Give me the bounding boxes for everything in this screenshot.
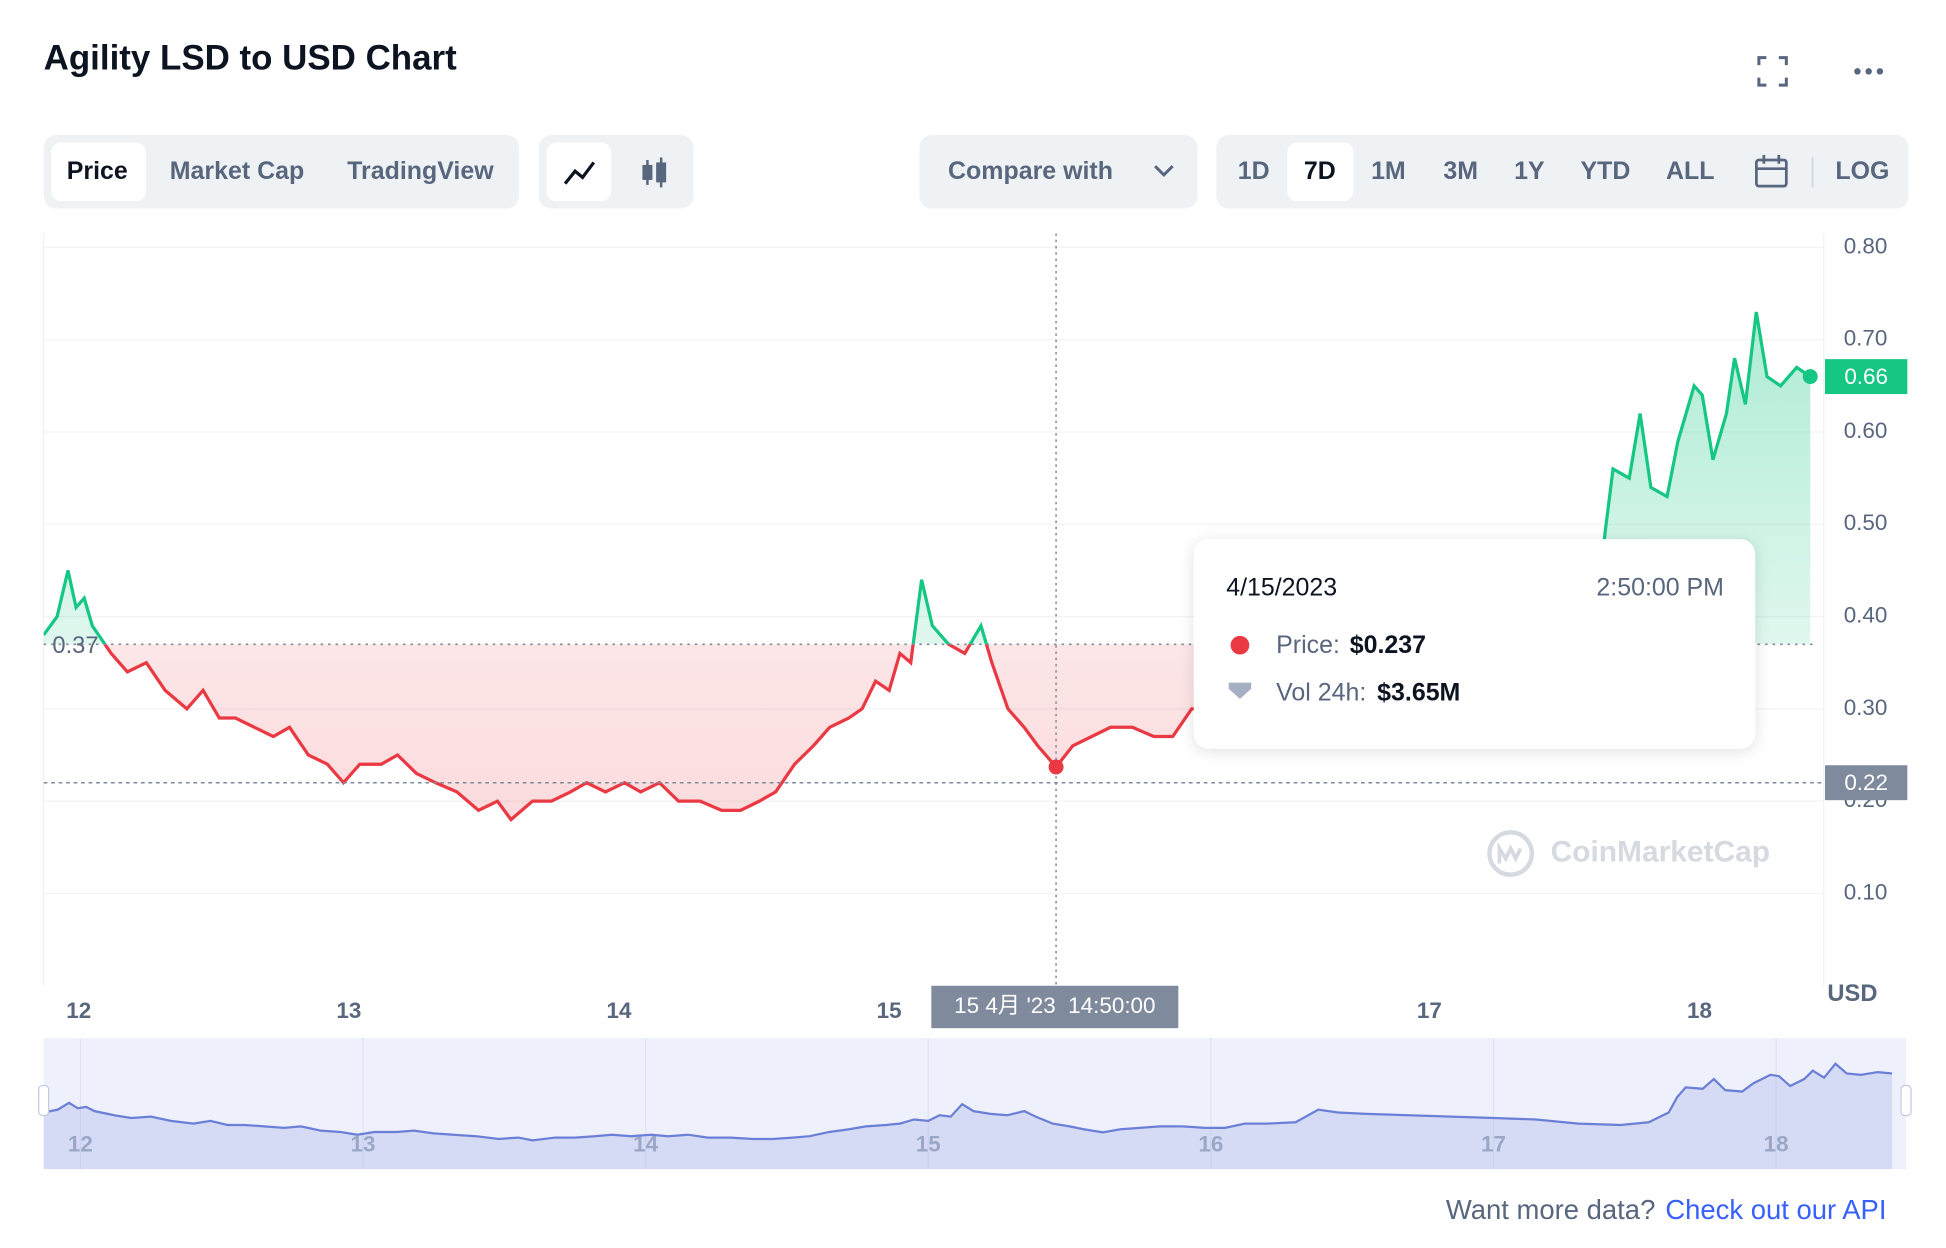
range-button[interactable]: 1M [1371, 157, 1406, 185]
y-tick-label: 0.40 [1844, 603, 1888, 628]
range-button[interactable]: 1D [1238, 157, 1270, 185]
crosshair-x-label: 15 4月 '23 14:50:00 [954, 993, 1155, 1018]
navigator-tick-label: 18 [1764, 1131, 1789, 1156]
tab-group [43, 135, 519, 209]
y-tick-label: 0.10 [1844, 879, 1888, 904]
navigator-tick-label: 16 [1198, 1131, 1223, 1156]
navigator-tick-label: 13 [351, 1131, 376, 1156]
range-button[interactable]: 3M [1443, 157, 1478, 185]
x-tick-label: 15 [877, 998, 902, 1023]
navigator-tick-label: 12 [68, 1131, 93, 1156]
watermark: CoinMarketCap [1487, 830, 1770, 877]
x-tick-label: 14 [607, 998, 632, 1023]
navigator-line [43, 1062, 1893, 1142]
tab-selected [51, 142, 146, 202]
candle-chart-button[interactable] [642, 157, 667, 188]
crosshair-x-tag [931, 985, 1179, 1029]
chart-title: Agility LSD to USD Chart [44, 38, 457, 77]
baseline-label: 0.37 [52, 633, 98, 659]
tooltip-time: 2:50:00 PM [1596, 574, 1724, 602]
footer-text: Want more data? [1446, 1194, 1655, 1225]
tab[interactable]: Price [67, 157, 128, 185]
navigator-tick-label: 17 [1481, 1131, 1506, 1156]
chart-type-selected [546, 142, 612, 202]
watermark-text: CoinMarketCap [1551, 835, 1770, 868]
tooltip-box [1193, 539, 1756, 749]
tooltip-price: $0.237 [1350, 631, 1426, 659]
y-tick-label: 0.70 [1844, 326, 1888, 351]
chevron [1154, 165, 1174, 178]
more-button[interactable] [1854, 68, 1884, 75]
log-button[interactable]: LOG [1835, 157, 1889, 185]
hover-point [1048, 759, 1064, 775]
range-group [1216, 135, 1909, 209]
volume-icon [1228, 682, 1252, 699]
compare-dropdown[interactable] [919, 135, 1198, 209]
tooltip-volume: $3.65M [1377, 678, 1460, 706]
range-button[interactable]: 1Y [1514, 157, 1545, 185]
crosshair-y-label: 0.22 [1844, 770, 1888, 795]
y-tick-label: 0.50 [1844, 510, 1888, 535]
range-button[interactable]: ALL [1666, 157, 1714, 185]
y-tick-label: 0.60 [1844, 418, 1888, 443]
last-price-tag [1824, 359, 1908, 395]
x-tick-label: 13 [336, 998, 361, 1023]
navigator-bg [43, 1038, 1907, 1170]
range-button[interactable]: YTD [1581, 157, 1631, 185]
y-tick-label: 0.80 [1844, 233, 1888, 258]
api-link[interactable]: Check out our API [1665, 1194, 1886, 1225]
last-point [1802, 369, 1818, 385]
compare-label: Compare with [948, 157, 1113, 185]
navigator-area [43, 1063, 1892, 1170]
navigator-handle[interactable] [38, 1084, 50, 1117]
crosshair-y-tag [1824, 765, 1908, 801]
tooltip-date: 4/15/2023 [1226, 574, 1337, 602]
x-tick-label: 12 [66, 998, 91, 1023]
navigator-handle[interactable] [1900, 1084, 1912, 1117]
range-selected [1287, 142, 1354, 202]
price-line-down [102, 644, 1596, 822]
tooltip-volume-label: Vol 24h: [1276, 678, 1366, 706]
x-tick-label: 17 [1417, 998, 1442, 1023]
y-unit: USD [1827, 981, 1877, 1007]
y-tick-label: 0.30 [1844, 695, 1888, 720]
tab[interactable]: TradingView [347, 157, 494, 185]
navigator-tick-label: 15 [916, 1131, 941, 1156]
fullscreen-button[interactable] [1757, 56, 1788, 87]
last-price-label: 0.66 [1844, 364, 1888, 389]
calendar-button[interactable] [1755, 154, 1788, 188]
tooltip: 4/15/2023 2:50:00 PM Price: $0.237 Vol 2… [1193, 539, 1756, 749]
tooltip-price-label: Price: [1276, 631, 1340, 659]
range-button[interactable]: 7D [1304, 157, 1336, 185]
x-tick-label: 18 [1687, 998, 1712, 1023]
tooltip-price-dot [1230, 635, 1250, 655]
price-line-up [43, 311, 1812, 645]
line-chart-button[interactable] [563, 161, 596, 185]
tab[interactable]: Market Cap [170, 157, 304, 185]
